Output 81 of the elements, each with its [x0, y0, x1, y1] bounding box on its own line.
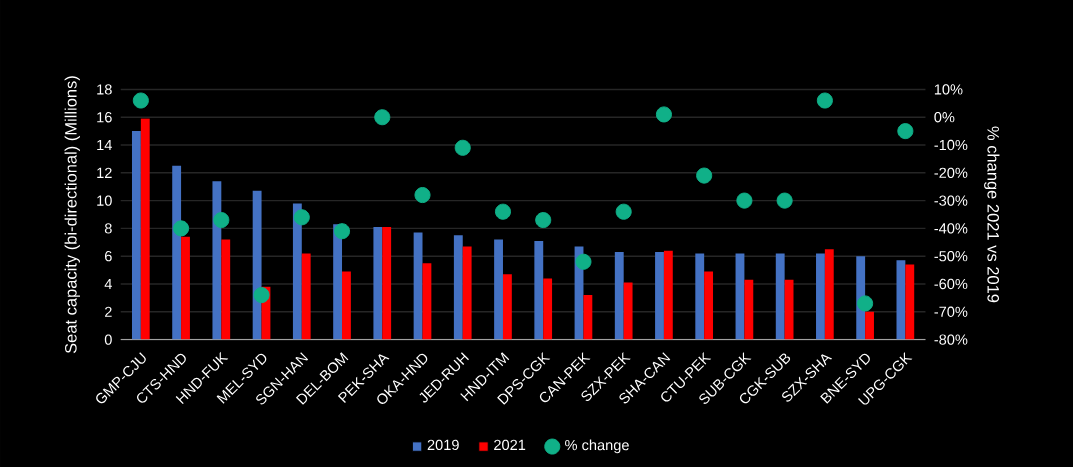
- bar: [735, 253, 745, 340]
- point: [535, 212, 552, 229]
- point: [736, 192, 753, 209]
- bar: [342, 271, 351, 340]
- point: [132, 92, 149, 109]
- y2-tick-label: -10%: [934, 139, 968, 151]
- bar: [775, 253, 785, 340]
- y-axis-title: Seat capacity (bi-directional) (Millions): [64, 76, 80, 354]
- y2-tick-label: -80%: [934, 334, 968, 345]
- y-tick-label: 8: [104, 223, 112, 234]
- point: [293, 209, 310, 226]
- y2-tick-label: -20%: [934, 167, 968, 178]
- bar: [744, 279, 754, 340]
- bar: [382, 227, 392, 340]
- point: [776, 192, 793, 209]
- point: [213, 212, 230, 229]
- bar: [140, 118, 150, 340]
- y2-axis-title: % change 2021 vs 2019: [984, 126, 1000, 303]
- legend-label: % change: [565, 439, 629, 454]
- point: [173, 220, 190, 237]
- bar: [252, 190, 262, 340]
- y2-tick-label: -50%: [934, 251, 968, 262]
- bar: [614, 252, 624, 340]
- bar: [704, 271, 714, 340]
- point: [897, 123, 914, 140]
- y2-tick-label: -60%: [934, 278, 968, 290]
- y-tick-label: 16: [97, 112, 112, 123]
- bar: [172, 165, 182, 340]
- bar: [413, 232, 423, 340]
- bar: [534, 240, 544, 340]
- bar: [816, 253, 825, 340]
- y2-tick-label: 10%: [934, 84, 963, 95]
- y-tick-label: 4: [104, 278, 112, 290]
- bar: [865, 311, 874, 340]
- y-tick-label: 2: [105, 306, 112, 317]
- bar: [905, 264, 915, 340]
- point: [696, 167, 713, 184]
- bar: [896, 260, 906, 340]
- bar: [373, 227, 383, 340]
- bar: [494, 239, 503, 340]
- y-tick-label: 12: [97, 167, 112, 178]
- bar: [181, 236, 190, 340]
- y2-tick-label: 0%: [934, 112, 955, 123]
- y-tick-label: 0: [104, 334, 112, 345]
- point: [857, 295, 874, 312]
- point: [615, 203, 632, 220]
- legend-label: 2019: [427, 439, 459, 451]
- point: [253, 287, 270, 304]
- legend-label: 2021: [494, 439, 526, 451]
- bar: [824, 249, 834, 340]
- point: [414, 187, 431, 204]
- bar: [131, 131, 141, 340]
- point: [494, 203, 511, 220]
- point: [816, 92, 833, 109]
- bar: [623, 282, 633, 340]
- point: [655, 106, 672, 123]
- bar: [422, 263, 432, 340]
- point: [374, 109, 391, 126]
- y2-tick-label: -70%: [934, 306, 968, 317]
- point: [454, 139, 471, 156]
- y-tick-label: 14: [97, 139, 112, 151]
- point: [334, 223, 351, 240]
- bar: [212, 181, 222, 340]
- point: [575, 253, 592, 270]
- bar: [663, 250, 673, 340]
- bar: [301, 253, 311, 340]
- bar: [453, 235, 463, 340]
- bar: [221, 239, 231, 340]
- y2-tick-label: -40%: [934, 223, 968, 234]
- bar: [333, 224, 343, 340]
- bar: [655, 252, 664, 340]
- bar: [292, 203, 302, 340]
- y2-tick-label: -30%: [934, 195, 968, 206]
- bar: [502, 274, 512, 340]
- bar: [462, 246, 472, 340]
- bar: [583, 295, 593, 340]
- y-tick-label: 18: [97, 84, 112, 95]
- bar: [695, 253, 705, 340]
- bar: [543, 278, 553, 340]
- y-tick-label: 10: [97, 195, 112, 206]
- y-tick-label: 6: [105, 251, 112, 262]
